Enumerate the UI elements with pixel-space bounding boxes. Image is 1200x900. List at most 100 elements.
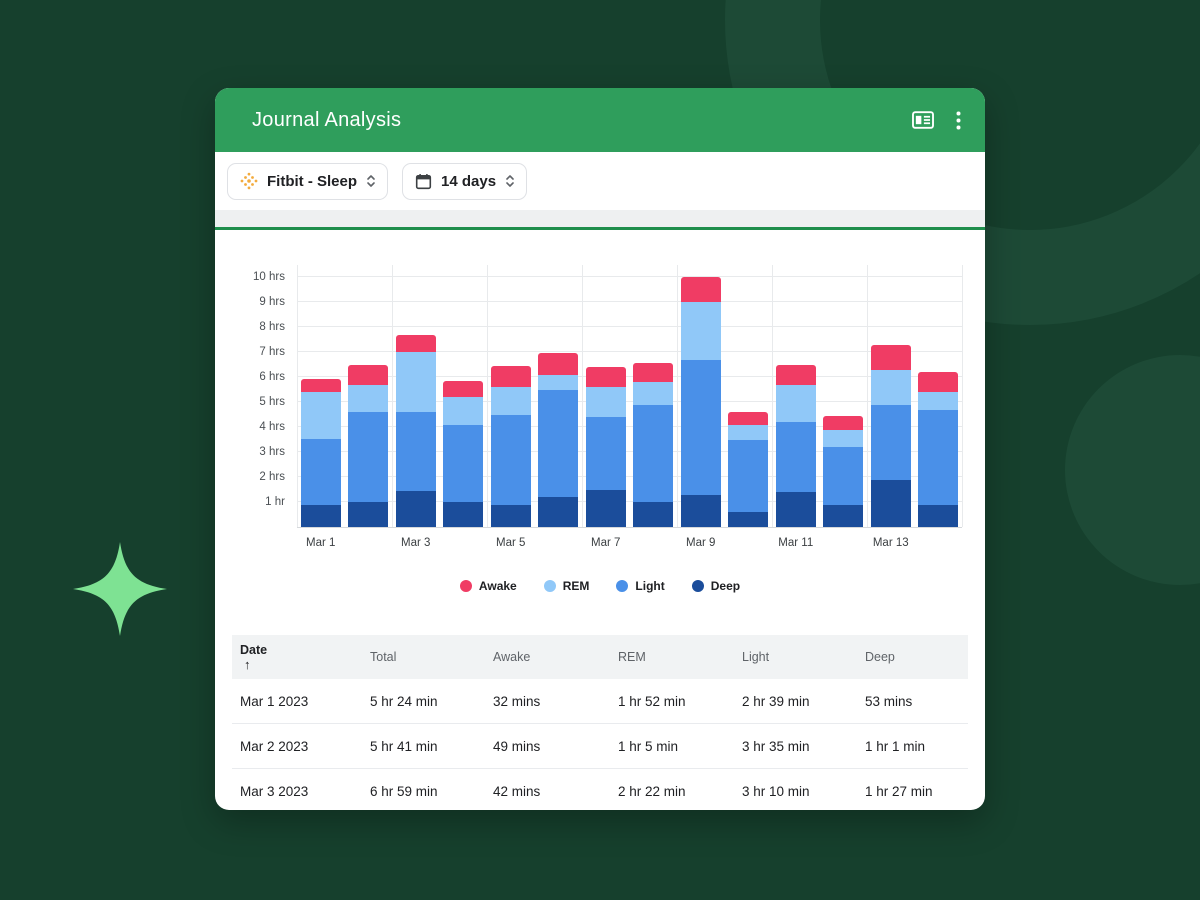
table-cell: 2 hr 39 min xyxy=(742,693,810,709)
article-icon xyxy=(912,111,934,129)
column-header-label: Deep xyxy=(865,650,895,664)
y-axis: 10 hrs 9 hrs 8 hrs 7 hrs 6 hrs 5 hrs 4 hrs 3 hr… xyxy=(223,265,297,527)
bar-segment-awake xyxy=(775,364,816,385)
bar-mar-8[interactable] xyxy=(633,363,674,527)
card-header: Journal Analysis xyxy=(215,88,985,152)
bar-segment-awake xyxy=(680,277,721,302)
bar-mar-2[interactable] xyxy=(348,364,389,527)
bar-mar-9[interactable] xyxy=(680,277,721,527)
table-cell: 32 mins xyxy=(493,693,541,709)
chart-legend: Awake REM Light Deep xyxy=(215,579,985,593)
x-axis-tick-label: Mar 13 xyxy=(872,537,909,549)
column-header-label: Light xyxy=(742,650,770,664)
bar-segment-awake xyxy=(633,363,674,382)
bar-mar-10[interactable] xyxy=(728,412,769,527)
decorative-circle-shape xyxy=(1065,355,1200,585)
bar-mar-6[interactable] xyxy=(538,353,579,527)
legend-swatch-rem xyxy=(543,580,556,592)
chevron-updown-icon xyxy=(367,175,375,187)
bar-segment-deep xyxy=(823,504,864,527)
legend-item-awake[interactable]: Awake xyxy=(459,579,517,593)
y-axis-tick-label: 8 hrs xyxy=(259,321,285,333)
column-header-deep[interactable]: Deep xyxy=(857,650,968,664)
gridline-horizontal xyxy=(297,451,962,452)
bar-segment-awake xyxy=(348,364,389,385)
legend-item-rem[interactable]: REM xyxy=(543,579,590,593)
chevron-updown-icon xyxy=(506,175,514,187)
bar-segment-deep xyxy=(443,502,484,527)
bar-segment-deep xyxy=(775,492,816,527)
date-range-label: 14 days xyxy=(441,172,497,190)
y-axis-tick-label: 5 hrs xyxy=(259,396,285,408)
column-header-label: Date xyxy=(240,642,268,657)
bar-mar-4[interactable] xyxy=(443,380,484,527)
gridline-horizontal xyxy=(297,301,962,302)
bar-segment-light xyxy=(443,424,484,502)
y-axis-tick-label: 2 hrs xyxy=(259,471,285,483)
x-axis-tick-label: Mar 5 xyxy=(496,537,526,549)
legend-label: REM xyxy=(562,579,590,593)
header-actions xyxy=(908,107,965,134)
data-source-select[interactable]: Fitbit - Sleep xyxy=(227,162,388,200)
bar-segment-awake xyxy=(300,378,341,392)
bar-segment-deep xyxy=(490,504,531,527)
bar-segment-rem xyxy=(490,387,531,415)
column-header-total[interactable]: Total xyxy=(362,650,485,664)
legend-label: Light xyxy=(635,579,665,593)
column-header-awake[interactable]: Awake xyxy=(485,650,610,664)
legend-item-deep[interactable]: Deep xyxy=(691,579,740,593)
chart-row: 10 hrs 9 hrs 8 hrs 7 hrs 6 hrs 5 hrs 4 hrs 3 hr… xyxy=(223,265,985,528)
gridline-horizontal xyxy=(297,501,962,502)
report-view-button[interactable] xyxy=(908,107,938,133)
gridline-horizontal xyxy=(297,326,962,327)
kebab-menu-icon xyxy=(956,111,961,129)
bar-segment-light xyxy=(728,439,769,512)
date-range-select[interactable]: 14 days xyxy=(402,162,528,200)
accent-divider xyxy=(215,227,985,230)
gridline-horizontal xyxy=(297,351,962,352)
bar-segment-awake xyxy=(585,367,626,387)
toolbar: Fitbit - Sleep 14 days xyxy=(215,152,985,210)
table-cell: 2 hr 22 min xyxy=(618,783,686,799)
overflow-menu-button[interactable] xyxy=(952,107,965,134)
section-strip xyxy=(215,210,985,227)
gridline-vertical xyxy=(867,265,868,527)
gridline-horizontal xyxy=(297,276,962,277)
table-cell: 42 mins xyxy=(493,783,541,799)
column-header-date[interactable]: Date ↑ xyxy=(232,643,362,672)
bar-segment-deep xyxy=(348,501,389,527)
bar-segment-rem xyxy=(680,302,721,360)
bar-mar-14[interactable] xyxy=(918,372,959,527)
bar-segment-deep xyxy=(680,494,721,527)
bar-mar-11[interactable] xyxy=(775,364,816,527)
bar-segment-deep xyxy=(633,502,674,527)
legend-label: Awake xyxy=(478,579,517,593)
bar-mar-13[interactable] xyxy=(870,344,911,527)
table-row: Mar 2 2023 5 hr 41 min 49 mins 1 hr 5 min 3 … xyxy=(232,724,968,769)
chart-plot xyxy=(297,265,963,528)
bar-mar-7[interactable] xyxy=(585,367,626,527)
bar-segment-awake xyxy=(870,344,911,370)
bar-mar-12[interactable] xyxy=(823,415,864,527)
y-axis-tick-label: 7 hrs xyxy=(259,346,285,358)
fitbit-icon xyxy=(240,172,258,190)
column-header-light[interactable]: Light xyxy=(734,650,857,664)
y-axis-tick-label: 4 hrs xyxy=(259,421,285,433)
bar-segment-light xyxy=(870,404,911,480)
bar-segment-awake xyxy=(918,372,959,392)
legend-item-light[interactable]: Light xyxy=(616,579,665,593)
sleep-data-table: Date ↑ Total Awake REM Light Deep Mar 1 2023 5 h… xyxy=(232,635,968,810)
y-axis-tick-label: 9 hrs xyxy=(259,296,285,308)
column-header-rem[interactable]: REM xyxy=(610,650,734,664)
bar-mar-5[interactable] xyxy=(490,365,531,527)
bar-mar-3[interactable] xyxy=(395,334,436,527)
bar-mar-1[interactable] xyxy=(300,378,341,527)
bar-segment-light xyxy=(395,411,436,491)
x-axis: Mar 1 Mar 3 Mar 5 Mar 7 Mar 9 Mar 11 Mar 13 xyxy=(297,537,962,555)
bar-segment-awake xyxy=(443,380,484,397)
table-cell: 1 hr 5 min xyxy=(618,738,679,754)
calendar-icon xyxy=(415,173,432,189)
table-cell: Mar 3 2023 xyxy=(240,783,309,799)
bar-segment-light xyxy=(538,389,579,497)
